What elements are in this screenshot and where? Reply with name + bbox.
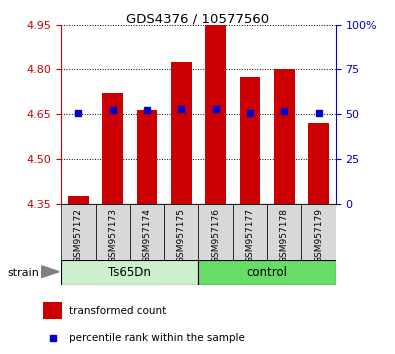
Bar (233, 204, 267, 260)
Bar (198, 204, 233, 260)
Bar (198, 260, 336, 285)
Text: GSM957174: GSM957174 (143, 208, 152, 263)
Text: GDS4376 / 10577560: GDS4376 / 10577560 (126, 12, 269, 25)
Text: GSM957175: GSM957175 (177, 208, 186, 263)
Bar (137, 110, 157, 204)
Bar (130, 204, 164, 260)
Bar (68, 196, 89, 204)
Bar (308, 123, 329, 204)
Text: GSM957177: GSM957177 (245, 208, 254, 263)
Bar (96, 204, 130, 260)
Bar (240, 77, 260, 204)
Bar (267, 204, 301, 260)
Bar (102, 93, 123, 204)
Bar (205, 25, 226, 204)
Bar (61, 260, 198, 285)
Text: Ts65Dn: Ts65Dn (108, 266, 151, 279)
Bar (301, 204, 336, 260)
Bar (171, 62, 192, 204)
Bar (43, 302, 62, 319)
Bar (164, 204, 199, 260)
Text: percentile rank within the sample: percentile rank within the sample (69, 333, 245, 343)
Bar (61, 204, 96, 260)
Text: strain: strain (8, 268, 40, 278)
Text: control: control (246, 266, 288, 279)
Text: GSM957176: GSM957176 (211, 208, 220, 263)
Bar (274, 69, 295, 204)
Text: GSM957173: GSM957173 (108, 208, 117, 263)
Text: transformed count: transformed count (69, 306, 166, 316)
Text: GSM957179: GSM957179 (314, 208, 323, 263)
Polygon shape (42, 266, 59, 278)
Text: GSM957172: GSM957172 (74, 208, 83, 263)
Text: GSM957178: GSM957178 (280, 208, 289, 263)
